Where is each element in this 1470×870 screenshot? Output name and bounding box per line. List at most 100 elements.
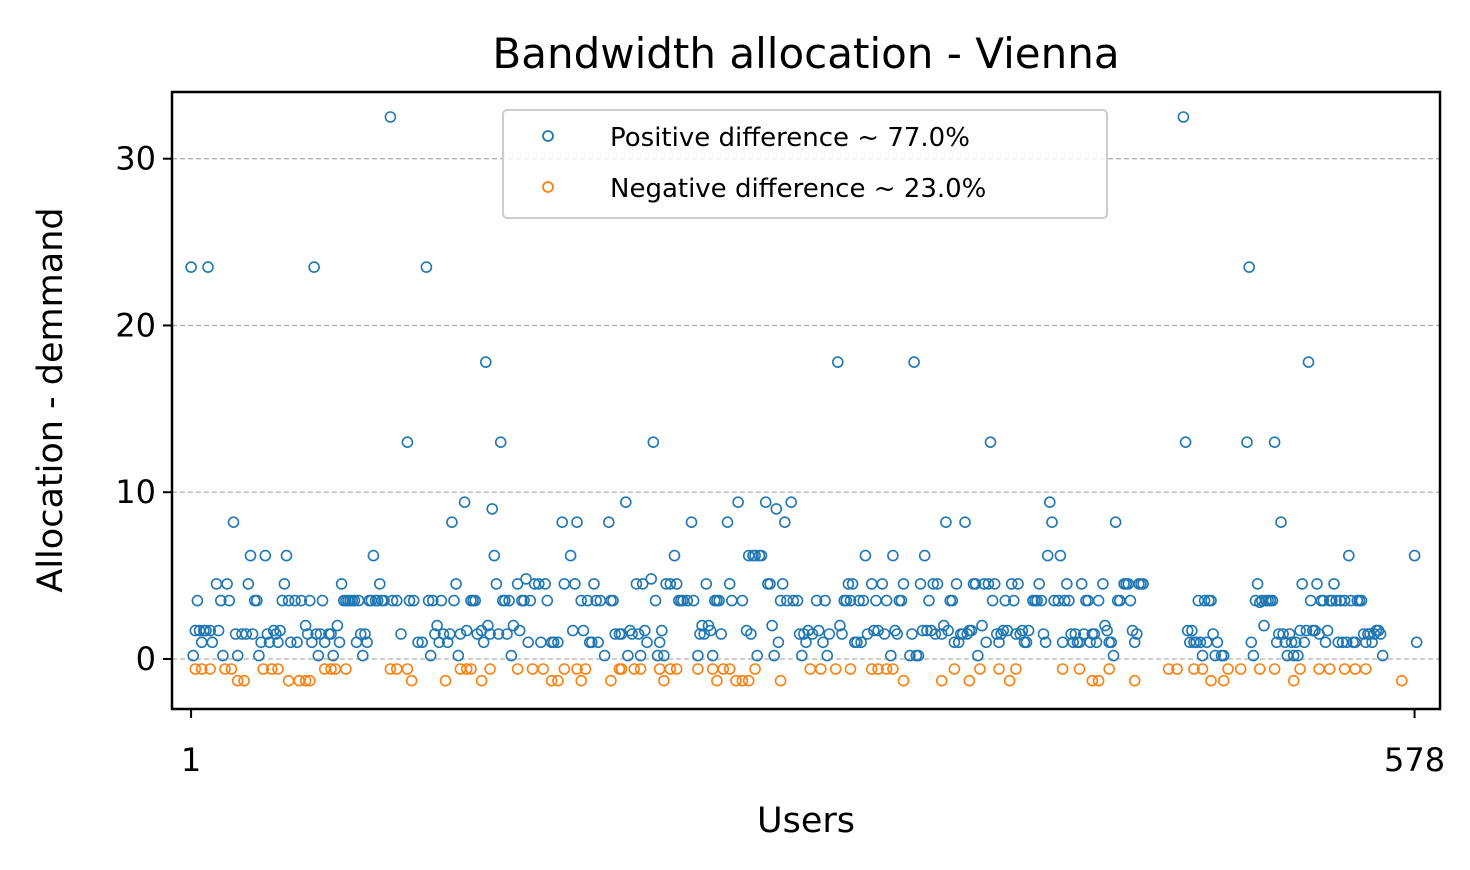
negative-data-point bbox=[340, 663, 352, 675]
legend: Positive difference ~ 77.0% Negative dif… bbox=[502, 109, 1108, 219]
negative-data-point bbox=[219, 663, 231, 675]
negative-data-point bbox=[1103, 663, 1115, 675]
negative-data-point bbox=[628, 663, 641, 675]
positive-data-point bbox=[431, 619, 443, 632]
positive-data-point bbox=[1061, 578, 1073, 590]
positive-data-point bbox=[469, 594, 482, 607]
positive-data-point bbox=[490, 578, 503, 590]
negative-data-point bbox=[1188, 663, 1200, 675]
negative-data-point bbox=[1003, 674, 1016, 687]
negative-data-point bbox=[1268, 663, 1281, 675]
positive-data-point bbox=[513, 624, 526, 637]
positive-data-point bbox=[800, 636, 812, 649]
positive-data-point bbox=[1287, 649, 1300, 662]
negative-data-point bbox=[299, 674, 312, 687]
negative-data-point bbox=[1128, 674, 1141, 687]
negative-data-point bbox=[405, 674, 418, 687]
negative-data-point bbox=[1323, 663, 1336, 675]
positive-data-point bbox=[187, 649, 199, 662]
positive-data-point bbox=[715, 628, 728, 640]
positive-data-point bbox=[1338, 594, 1351, 607]
positive-data-point bbox=[976, 619, 988, 632]
positive-data-point bbox=[280, 549, 293, 562]
positive-data-point bbox=[1283, 628, 1296, 640]
positive-data-point bbox=[1290, 636, 1302, 649]
positive-data-point bbox=[460, 624, 473, 637]
positive-data-point bbox=[284, 636, 297, 649]
positive-data-point bbox=[868, 624, 880, 637]
positive-data-point bbox=[501, 628, 513, 640]
positive-data-point bbox=[812, 624, 825, 637]
positive-data-point bbox=[776, 578, 789, 590]
positive-data-point bbox=[935, 628, 948, 640]
positive-data-point bbox=[1355, 594, 1368, 607]
positive-data-point bbox=[1075, 578, 1088, 590]
positive-data-point bbox=[855, 636, 867, 649]
positive-data-point bbox=[990, 628, 1003, 640]
positive-data-point bbox=[950, 578, 963, 590]
negative-data-point bbox=[844, 663, 857, 675]
positive-data-point bbox=[401, 436, 414, 449]
positive-data-point bbox=[859, 549, 872, 562]
positive-data-point bbox=[484, 628, 496, 640]
positive-data-point bbox=[477, 636, 490, 649]
positive-data-point bbox=[916, 624, 929, 637]
y-tick-label: 20 bbox=[115, 306, 156, 344]
positive-data-point bbox=[651, 649, 664, 662]
positive-data-point bbox=[806, 628, 819, 640]
positive-data-point bbox=[299, 619, 312, 632]
positive-data-point bbox=[253, 649, 265, 662]
negative-data-point bbox=[537, 663, 549, 675]
negative-data-point bbox=[1056, 663, 1069, 675]
negative-data-point bbox=[634, 663, 647, 675]
negative-data-point bbox=[814, 663, 827, 675]
y-tick-label: 10 bbox=[115, 473, 156, 511]
positive-data-point bbox=[1065, 628, 1077, 640]
positive-data-point bbox=[261, 628, 274, 640]
positive-data-point bbox=[422, 594, 435, 607]
positive-data-point bbox=[295, 594, 308, 607]
negative-data-point bbox=[1162, 663, 1175, 675]
negative-data-point bbox=[545, 674, 558, 687]
positive-data-point bbox=[819, 594, 831, 607]
positive-data-point bbox=[988, 578, 1001, 590]
positive-data-point bbox=[1020, 636, 1033, 649]
positive-data-point bbox=[1005, 578, 1018, 590]
positive-data-point bbox=[486, 503, 499, 515]
positive-data-point bbox=[853, 594, 865, 607]
positive-data-point bbox=[942, 624, 954, 637]
positive-data-point bbox=[880, 594, 893, 607]
negative-data-point bbox=[231, 674, 244, 687]
negative-data-point bbox=[670, 663, 683, 675]
negative-data-point bbox=[204, 663, 216, 675]
positive-data-point bbox=[887, 549, 899, 562]
positive-data-point bbox=[450, 578, 462, 590]
positive-data-point bbox=[1217, 649, 1230, 662]
positive-data-point bbox=[532, 578, 545, 590]
positive-data-point bbox=[694, 628, 706, 640]
positive-data-point bbox=[327, 649, 340, 662]
positive-data-point bbox=[751, 649, 764, 662]
positive-data-point bbox=[1186, 624, 1198, 637]
positive-data-point bbox=[1298, 636, 1311, 649]
positive-data-point bbox=[276, 594, 289, 607]
positive-data-point bbox=[1300, 624, 1313, 637]
negative-data-point bbox=[742, 674, 755, 687]
positive-data-point bbox=[948, 636, 961, 649]
positive-data-point bbox=[479, 356, 492, 368]
positive-data-point bbox=[1067, 636, 1079, 649]
positive-data-point bbox=[607, 594, 619, 607]
positive-data-point bbox=[1179, 436, 1192, 449]
positive-data-point bbox=[206, 636, 219, 649]
positive-data-point bbox=[997, 624, 1010, 637]
positive-data-point bbox=[403, 594, 416, 607]
positive-data-point bbox=[810, 594, 823, 607]
positive-data-point bbox=[1035, 594, 1048, 607]
positive-data-point bbox=[278, 578, 291, 590]
negative-data-point bbox=[865, 663, 878, 675]
positive-data-point bbox=[585, 636, 598, 649]
positive-data-point bbox=[986, 594, 999, 607]
negative-data-point bbox=[195, 663, 208, 675]
positive-data-point bbox=[492, 628, 505, 640]
